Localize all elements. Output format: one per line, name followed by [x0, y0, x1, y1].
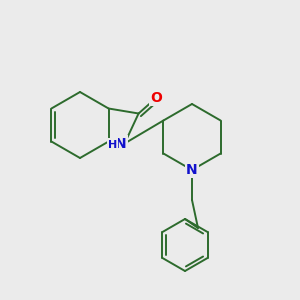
- Text: H: H: [108, 140, 117, 149]
- Text: N: N: [186, 163, 198, 177]
- Text: N: N: [115, 136, 126, 151]
- Text: O: O: [151, 91, 163, 104]
